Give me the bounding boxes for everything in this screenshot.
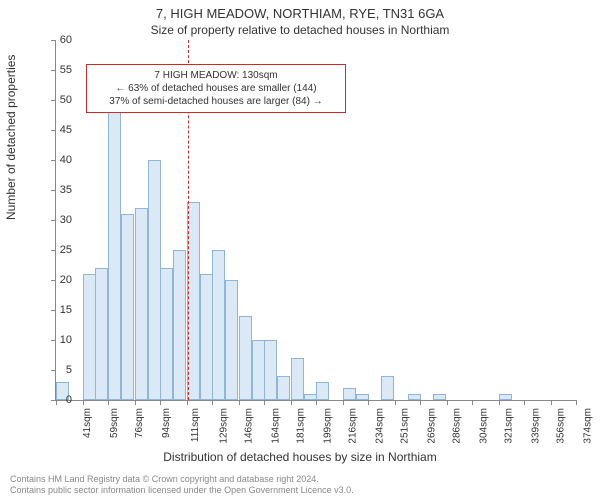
x-tick-label: 199sqm <box>322 408 333 444</box>
x-tick-label: 129sqm <box>218 408 229 444</box>
histogram-bar <box>408 394 421 400</box>
y-axis-label: Number of detached properties <box>4 55 18 220</box>
x-tick-label: 286sqm <box>452 408 463 444</box>
x-tick-mark <box>187 400 188 405</box>
x-tick-mark <box>447 400 448 405</box>
x-tick-label: 304sqm <box>478 408 489 444</box>
x-axis-label: Distribution of detached houses by size … <box>0 450 600 464</box>
x-tick-mark <box>368 400 369 405</box>
x-tick-mark <box>160 400 161 405</box>
x-tick-label: 321sqm <box>504 408 515 444</box>
y-tick-label: 60 <box>32 34 72 46</box>
x-tick-mark <box>472 400 473 405</box>
x-tick-label: 181sqm <box>296 408 307 444</box>
x-tick-mark <box>239 400 240 405</box>
y-tick-label: 50 <box>32 94 72 106</box>
x-tick-label: 356sqm <box>556 408 567 444</box>
plot-wrap: 41sqm59sqm76sqm94sqm111sqm129sqm146sqm16… <box>55 40 575 400</box>
histogram-bar <box>499 394 512 400</box>
annotation-line: ← 63% of detached houses are smaller (14… <box>93 82 339 95</box>
histogram-bar <box>381 376 394 400</box>
chart-title: 7, HIGH MEADOW, NORTHIAM, RYE, TN31 6GA <box>0 0 600 21</box>
histogram-bar <box>225 280 238 400</box>
x-tick-label: 59sqm <box>109 408 120 438</box>
x-tick-label: 234sqm <box>374 408 385 444</box>
footer-line-2: Contains public sector information licen… <box>10 485 590 496</box>
histogram-bar <box>108 112 121 400</box>
x-tick-label: 111sqm <box>190 408 201 442</box>
histogram-bar <box>316 382 329 400</box>
y-tick-label: 20 <box>32 274 72 286</box>
histogram-bar <box>173 250 186 400</box>
histogram-bar <box>160 268 173 400</box>
x-tick-mark <box>316 400 317 405</box>
histogram-bar <box>239 316 252 400</box>
annotation-line: 7 HIGH MEADOW: 130sqm <box>93 69 339 82</box>
footer-line-1: Contains HM Land Registry data © Crown c… <box>10 474 590 485</box>
annotation-box: 7 HIGH MEADOW: 130sqm← 63% of detached h… <box>86 64 346 113</box>
y-tick-label: 0 <box>32 394 72 406</box>
y-tick-label: 35 <box>32 184 72 196</box>
histogram-bar <box>277 376 290 400</box>
x-tick-mark <box>343 400 344 405</box>
histogram-bar <box>135 208 148 400</box>
x-tick-label: 216sqm <box>348 408 359 444</box>
chart-subtitle: Size of property relative to detached ho… <box>0 21 600 37</box>
histogram-bar <box>95 268 108 400</box>
y-tick-label: 15 <box>32 304 72 316</box>
x-tick-mark <box>108 400 109 405</box>
plot-area: 41sqm59sqm76sqm94sqm111sqm129sqm146sqm16… <box>55 40 576 401</box>
histogram-bar <box>356 394 369 400</box>
y-tick-label: 30 <box>32 214 72 226</box>
x-tick-mark <box>524 400 525 405</box>
y-tick-label: 25 <box>32 244 72 256</box>
x-tick-label: 146sqm <box>244 408 255 444</box>
x-tick-mark <box>420 400 421 405</box>
x-tick-label: 94sqm <box>161 408 172 438</box>
histogram-bar <box>121 214 134 400</box>
histogram-bar <box>212 250 225 400</box>
y-tick-label: 10 <box>32 334 72 346</box>
x-tick-mark <box>395 400 396 405</box>
histogram-bar <box>291 358 304 400</box>
x-tick-mark <box>499 400 500 405</box>
x-tick-label: 164sqm <box>270 408 281 444</box>
chart-container: 7, HIGH MEADOW, NORTHIAM, RYE, TN31 6GA … <box>0 0 600 500</box>
x-tick-label: 251sqm <box>400 408 411 444</box>
histogram-bar <box>433 394 446 400</box>
x-tick-mark <box>264 400 265 405</box>
x-tick-mark <box>212 400 213 405</box>
x-tick-label: 339sqm <box>530 408 541 444</box>
y-tick-label: 45 <box>32 124 72 136</box>
x-tick-mark <box>135 400 136 405</box>
y-tick-label: 55 <box>32 64 72 76</box>
x-tick-label: 76sqm <box>134 408 145 438</box>
x-tick-label: 269sqm <box>426 408 437 444</box>
y-tick-label: 40 <box>32 154 72 166</box>
x-tick-mark <box>551 400 552 405</box>
annotation-line: 37% of semi-detached houses are larger (… <box>93 95 339 108</box>
x-tick-mark <box>291 400 292 405</box>
x-tick-label: 41sqm <box>82 408 93 438</box>
footer-attribution: Contains HM Land Registry data © Crown c… <box>10 474 590 497</box>
x-tick-mark <box>576 400 577 405</box>
y-tick-label: 5 <box>32 364 72 376</box>
histogram-bar <box>343 388 356 400</box>
x-tick-mark <box>83 400 84 405</box>
x-tick-label: 374sqm <box>582 408 593 444</box>
histogram-bar <box>264 340 277 400</box>
